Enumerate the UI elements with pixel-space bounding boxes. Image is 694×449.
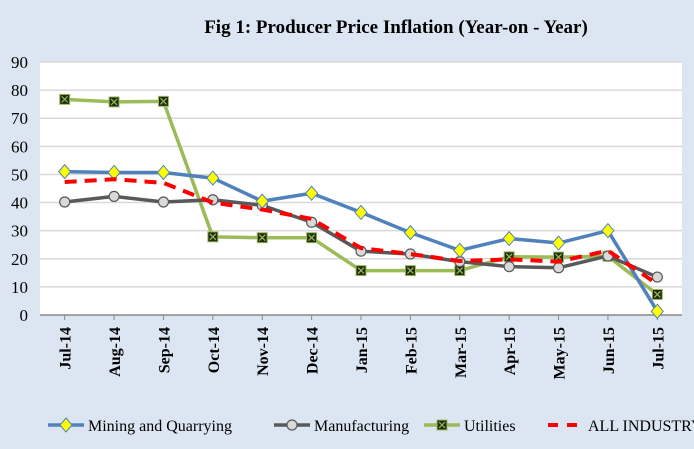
x-tick-label: Sep-14 bbox=[156, 327, 173, 373]
x-tick-label: Oct-14 bbox=[206, 327, 223, 373]
data-point bbox=[157, 196, 170, 208]
legend-label: Utilities bbox=[464, 418, 516, 435]
y-tick-label: 80 bbox=[11, 81, 28, 100]
data-point bbox=[453, 242, 467, 259]
data-point bbox=[355, 265, 367, 277]
y-tick-label: 70 bbox=[11, 109, 28, 128]
data-point bbox=[403, 224, 418, 241]
legend-marker bbox=[59, 417, 73, 433]
y-tick-label: 10 bbox=[11, 278, 28, 297]
data-point bbox=[552, 262, 565, 274]
data-point bbox=[304, 185, 319, 202]
x-tick-label: Dec-14 bbox=[305, 327, 322, 374]
legend-item: ALL INDUSTRY bbox=[548, 418, 694, 435]
y-tick-label: 30 bbox=[11, 222, 28, 241]
series-utilities bbox=[59, 93, 663, 300]
legend-marker bbox=[436, 419, 448, 431]
data-point bbox=[58, 163, 72, 180]
x-tick-label: Apr-15 bbox=[502, 327, 519, 375]
legend-label: Manufacturing bbox=[314, 418, 409, 435]
x-tick-label: Jul-15 bbox=[650, 327, 667, 370]
data-point bbox=[59, 93, 71, 105]
data-point bbox=[354, 204, 368, 221]
data-point bbox=[206, 170, 220, 186]
x-tick-label: Mar-15 bbox=[453, 327, 470, 378]
y-tick-label: 20 bbox=[11, 250, 28, 269]
legend-label: Mining and Quarrying bbox=[88, 418, 232, 435]
data-point bbox=[404, 265, 416, 277]
data-point bbox=[256, 232, 268, 244]
y-tick-label: 0 bbox=[20, 306, 29, 325]
x-tick-label: Aug-14 bbox=[107, 327, 124, 377]
series-mining-and-quarrying bbox=[58, 163, 664, 320]
legend-label: ALL INDUSTRY bbox=[588, 418, 694, 435]
y-tick-label: 90 bbox=[11, 53, 28, 72]
x-tick-label: Jun-15 bbox=[601, 327, 618, 374]
data-point bbox=[551, 235, 566, 251]
legend-item: Utilities bbox=[424, 418, 516, 435]
y-tick-label: 60 bbox=[11, 137, 28, 156]
x-tick-label: Nov-14 bbox=[255, 327, 272, 376]
data-point bbox=[207, 231, 219, 243]
data-point bbox=[601, 222, 615, 239]
data-point bbox=[157, 95, 169, 107]
x-tick-label: Jan-15 bbox=[354, 327, 371, 373]
data-point bbox=[156, 164, 171, 181]
data-point bbox=[651, 271, 663, 283]
legend-item: Mining and Quarrying bbox=[48, 417, 232, 435]
x-tick-label: May-15 bbox=[552, 327, 569, 379]
legend-item: Manufacturing bbox=[274, 418, 409, 435]
data-point bbox=[108, 96, 120, 108]
y-tick-label: 50 bbox=[11, 165, 28, 184]
y-tick-label: 40 bbox=[11, 194, 28, 213]
data-point bbox=[650, 303, 664, 320]
data-point bbox=[502, 230, 516, 247]
data-point bbox=[306, 232, 318, 244]
x-tick-label: Jul-14 bbox=[58, 327, 75, 370]
x-tick-label: Feb-15 bbox=[403, 327, 420, 374]
data-point bbox=[108, 190, 120, 202]
data-point bbox=[59, 196, 71, 208]
chart-title: Fig 1: Producer Price Inflation (Year-on… bbox=[204, 17, 588, 38]
series-all-industry bbox=[64, 177, 659, 286]
data-point bbox=[651, 288, 663, 300]
series-line bbox=[64, 177, 659, 286]
data-point bbox=[503, 261, 515, 273]
legend-marker bbox=[286, 419, 298, 431]
